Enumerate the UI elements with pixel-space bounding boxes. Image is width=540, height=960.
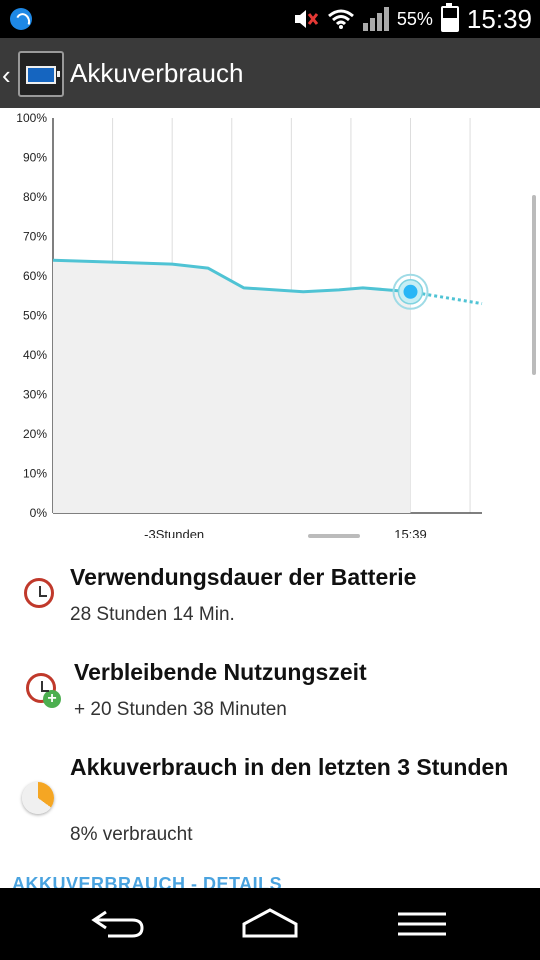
y-tick-label: 100% xyxy=(16,111,47,125)
clock-plus-icon: + xyxy=(26,673,61,708)
back-chevron-icon[interactable]: ‹ xyxy=(2,60,11,90)
page-title: Akkuverbrauch xyxy=(70,58,244,88)
wifi-icon xyxy=(327,9,354,29)
y-tick-label: 30% xyxy=(23,388,47,402)
x-tick-label: -3Stunden xyxy=(144,527,204,538)
list-item-last-3-hours[interactable]: Akkuverbrauch in den letzten 3 Stunden 8… xyxy=(0,752,540,852)
mute-icon xyxy=(294,10,319,28)
home-icon[interactable] xyxy=(240,906,300,942)
signal-icon xyxy=(362,7,389,31)
item-title: Verbleibende Nutzungszeit xyxy=(74,659,367,685)
y-tick-label: 50% xyxy=(23,309,47,323)
y-tick-label: 60% xyxy=(23,269,47,283)
item-subtitle: + 20 Stunden 38 Minuten xyxy=(74,699,287,720)
y-tick-label: 40% xyxy=(23,348,47,362)
item-title: Verwendungsdauer der Batterie xyxy=(70,564,417,590)
history-area xyxy=(53,260,411,513)
navigation-bar xyxy=(0,888,540,960)
y-tick-label: 20% xyxy=(23,427,47,441)
item-subtitle: 28 Stunden 14 Min. xyxy=(70,604,235,625)
y-tick-label: 10% xyxy=(23,467,47,481)
list-item-usage-duration[interactable]: Verwendungsdauer der Batterie 28 Stunden… xyxy=(0,560,540,640)
clock-time: 15:39 xyxy=(466,3,532,34)
battery-chart-svg: 100% 90% 80% 70% 60% 50% 40% 30% 20% 10% 0% -3Stund… xyxy=(16,111,483,542)
battery-icon xyxy=(440,3,459,32)
notification-icon xyxy=(10,8,32,30)
y-tick-label: 70% xyxy=(23,230,47,244)
battery-chart[interactable]: 100% 90% 80% 70% 60% 50% 40% 30% 20% 10% 0% -3Stund… xyxy=(0,108,540,542)
app-bar: ‹ Akkuverbrauch xyxy=(0,38,540,108)
status-icons: 55% 15:39 xyxy=(293,0,532,38)
history-line xyxy=(52,258,411,294)
item-title: Akkuverbrauch in den letzten 3 Stunden xyxy=(70,754,509,780)
battery-percent: 55% xyxy=(396,8,433,29)
item-subtitle: 8% verbraucht xyxy=(70,824,193,845)
y-tick-label: 80% xyxy=(23,190,47,204)
scrollbar[interactable] xyxy=(532,195,536,375)
current-point-ring xyxy=(392,273,429,310)
list-item-remaining-time[interactable]: + Verbleibende Nutzungszeit + 20 Stunden… xyxy=(0,655,540,735)
x-tick-label: 15:39 xyxy=(394,527,427,538)
menu-icon[interactable] xyxy=(392,906,452,942)
current-point xyxy=(403,284,418,299)
clock-icon xyxy=(24,578,54,608)
y-tick-label: 90% xyxy=(23,151,47,165)
status-bar: 55% 15:39 xyxy=(0,0,540,38)
y-tick-label: 0% xyxy=(30,506,48,520)
pie-icon xyxy=(22,782,54,814)
battery-app-icon[interactable] xyxy=(18,51,64,97)
chart-drag-handle[interactable] xyxy=(308,534,360,538)
back-icon[interactable] xyxy=(88,906,148,942)
